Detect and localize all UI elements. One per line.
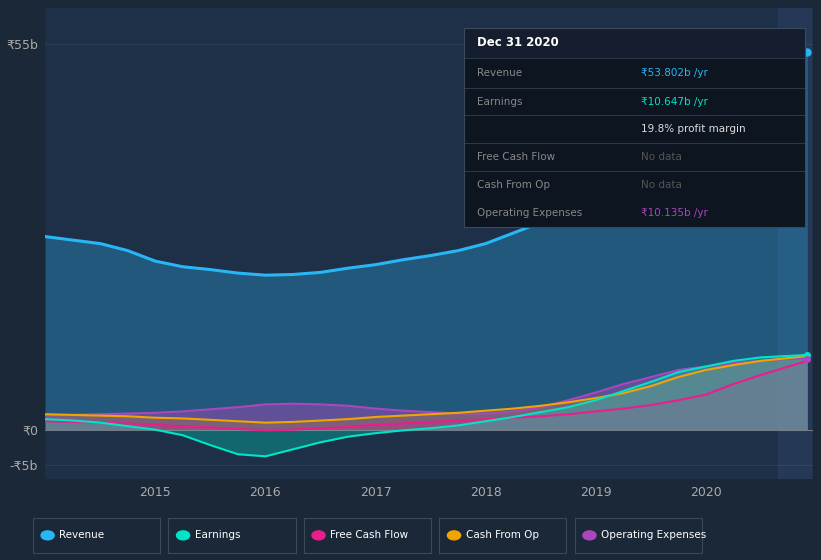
Text: Operating Expenses: Operating Expenses: [601, 530, 706, 540]
Text: ₹53.802b /yr: ₹53.802b /yr: [641, 68, 708, 78]
Text: Dec 31 2020: Dec 31 2020: [478, 36, 559, 49]
Text: Free Cash Flow: Free Cash Flow: [478, 152, 556, 162]
Text: Operating Expenses: Operating Expenses: [478, 208, 583, 218]
Text: ₹10.647b /yr: ₹10.647b /yr: [641, 96, 708, 106]
Text: Revenue: Revenue: [59, 530, 104, 540]
Text: Cash From Op: Cash From Op: [466, 530, 539, 540]
Bar: [464, 28, 805, 58]
Bar: [777, 8, 810, 479]
Text: Earnings: Earnings: [195, 530, 240, 540]
Text: No data: No data: [641, 152, 682, 162]
Text: ₹10.135b /yr: ₹10.135b /yr: [641, 208, 708, 218]
Text: Revenue: Revenue: [478, 68, 523, 78]
Text: Earnings: Earnings: [478, 96, 523, 106]
Text: No data: No data: [641, 180, 682, 190]
Text: Cash From Op: Cash From Op: [478, 180, 551, 190]
Text: Free Cash Flow: Free Cash Flow: [330, 530, 408, 540]
Text: 19.8% profit margin: 19.8% profit margin: [641, 124, 745, 134]
